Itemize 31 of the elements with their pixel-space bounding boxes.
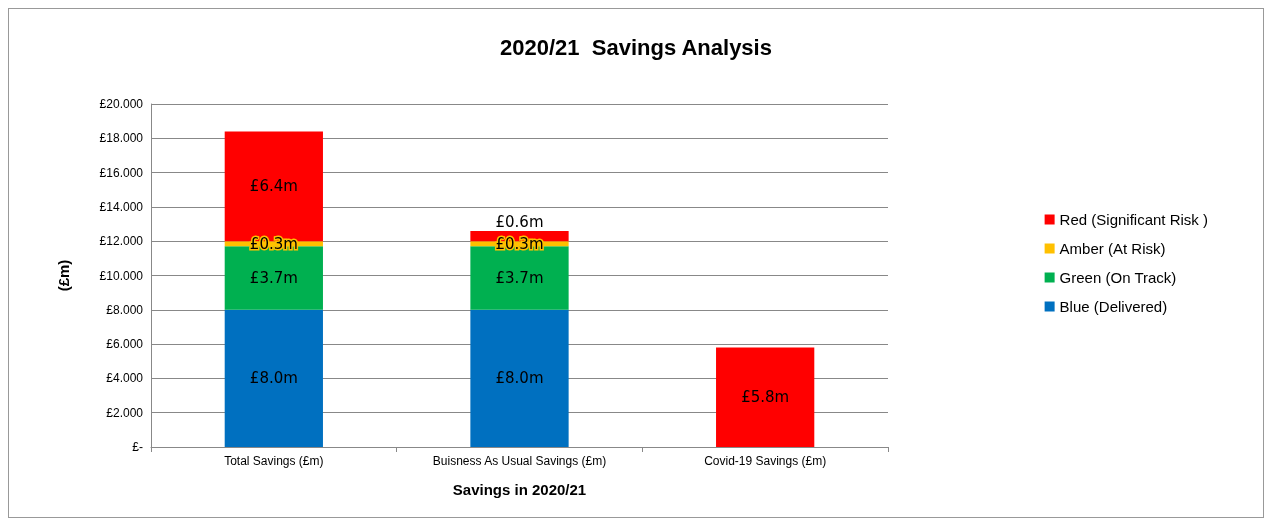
data-label: £3.7m xyxy=(495,269,544,288)
data-label: £8.0m xyxy=(495,369,544,388)
data-label: £5.8m xyxy=(741,388,790,407)
y-axis-title: (£m) xyxy=(55,259,72,292)
x-tick-label: Buisness As Usual Savings (£m) xyxy=(432,454,607,468)
x-tick-label: Covid-19 Savings (£m) xyxy=(704,454,827,468)
bar xyxy=(716,347,815,447)
x-tick-label: Total Savings (£m) xyxy=(224,454,324,468)
data-label: £8.0m xyxy=(249,369,298,388)
y-tick-label: £12.000 xyxy=(99,234,144,249)
y-tick-label: £- xyxy=(132,440,143,454)
legend-label: Amber (At Risk) xyxy=(1059,240,1166,257)
y-tick-label: £18.000 xyxy=(99,131,144,146)
bar xyxy=(470,309,569,447)
data-label: £3.7m xyxy=(249,269,298,288)
legend-label: Blue (Delivered) xyxy=(1059,298,1168,315)
bar xyxy=(224,309,323,447)
chart-title: 2020/21 Savings Analysis xyxy=(500,34,772,60)
x-axis-title: Savings in 2020/21 xyxy=(452,481,587,498)
data-label: £0.6m xyxy=(495,213,544,232)
y-tick-label: £2.000 xyxy=(106,405,144,420)
y-tick-label: £16.000 xyxy=(99,165,144,180)
y-tick-label: £14.000 xyxy=(99,199,144,214)
y-tick-label: £10.000 xyxy=(99,268,144,283)
y-tick-label: £8.000 xyxy=(106,302,144,317)
legend-label: Red (Significant Risk ) xyxy=(1059,211,1209,228)
y-tick-label: £20.000 xyxy=(99,97,144,111)
y-tick-label: £6.000 xyxy=(106,337,144,352)
data-label: £6.4m xyxy=(249,177,298,196)
legend-label: Green (On Track) xyxy=(1059,269,1177,286)
y-tick-label: £4.000 xyxy=(106,371,144,386)
